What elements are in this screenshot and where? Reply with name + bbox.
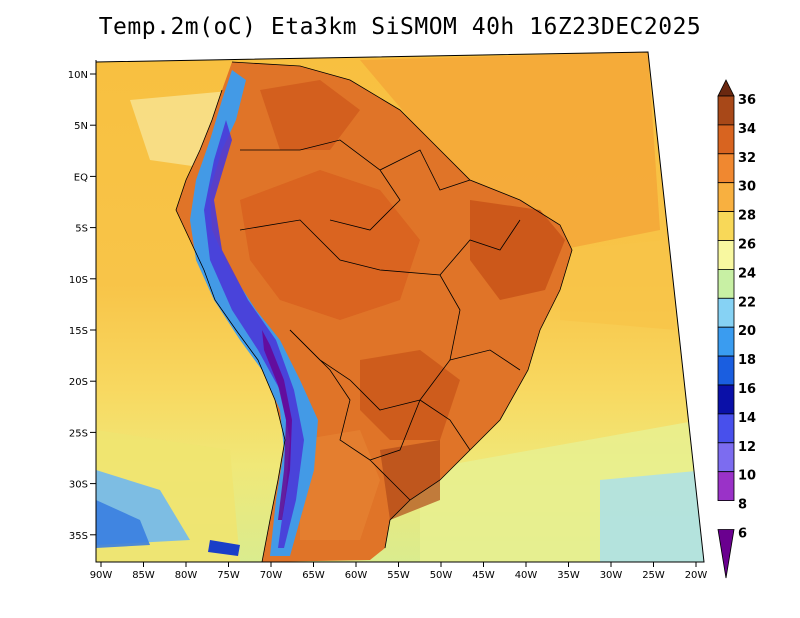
map-title: Temp.2m(oC) Eta3km SiSMOM 40h 16Z23DEC20… xyxy=(98,14,702,40)
colorbar-low-triangle xyxy=(717,529,735,579)
amazon-hot-zone xyxy=(240,170,420,320)
longitude-tick-label: 25W xyxy=(642,570,665,581)
latitude-tick-label: 5S xyxy=(75,224,88,235)
longitude-tick-label: 55W xyxy=(387,570,410,581)
latitude-tick-label: 10S xyxy=(69,275,88,286)
northeast-hot-zone xyxy=(470,200,565,300)
colorbar-label: 6 xyxy=(738,527,747,542)
colorbar-label: 28 xyxy=(738,209,756,224)
atlantic-mid-zone xyxy=(560,240,676,330)
colorbar-segment xyxy=(717,182,735,212)
longitude-tick-label: 75W xyxy=(217,570,240,581)
latitude-axis: 10N 5N EQ 5S 10S 15S 20S 25S 30S 35S xyxy=(68,70,96,542)
pacific-coldest-zone xyxy=(96,500,150,548)
north-hot-zone xyxy=(260,80,360,150)
colorbar-label: 34 xyxy=(738,122,756,137)
colorbar: 6 8 10 12 14 16 18 20 22 24 26 28 30 32 34 36 xyxy=(717,79,756,579)
colorbar-segment xyxy=(717,211,735,241)
latitude-tick-label: 5N xyxy=(74,121,88,132)
southern-tip-cold xyxy=(208,540,240,556)
colorbar-label: 16 xyxy=(738,382,756,397)
longitude-tick-label: 70W xyxy=(260,570,283,581)
colorbar-segment xyxy=(717,153,735,184)
colorbar-segment xyxy=(717,124,735,155)
latitude-tick-label: 10N xyxy=(68,70,88,81)
colorbar-segment xyxy=(717,355,735,386)
colorbar-label: 18 xyxy=(738,353,756,368)
longitude-tick-label: 40W xyxy=(515,570,538,581)
colorbar-label: 8 xyxy=(738,498,747,513)
colorbar-segment xyxy=(717,413,735,444)
colorbar-label: 26 xyxy=(738,238,756,253)
longitude-tick-label: 45W xyxy=(472,570,495,581)
latitude-tick-label: 30S xyxy=(69,480,88,491)
longitude-tick-label: 90W xyxy=(90,570,113,581)
longitude-tick-label: 65W xyxy=(302,570,325,581)
longitude-tick-label: 85W xyxy=(132,570,155,581)
colorbar-label: 20 xyxy=(738,324,756,339)
latitude-tick-label: 25S xyxy=(69,428,88,439)
colorbar-label: 10 xyxy=(738,469,756,484)
latitude-tick-label: 20S xyxy=(69,377,88,388)
latitude-tick-label: 15S xyxy=(69,326,88,337)
longitude-tick-label: 50W xyxy=(430,570,453,581)
latitude-tick-label: EQ xyxy=(74,172,88,183)
longitude-tick-label: 80W xyxy=(175,570,198,581)
colorbar-segment xyxy=(717,442,735,473)
country-borders xyxy=(175,61,573,562)
colorbar-segment xyxy=(717,240,735,270)
south-atlantic-cold xyxy=(600,470,704,562)
longitude-tick-label: 60W xyxy=(345,570,368,581)
argentina-warm-zone xyxy=(300,430,380,540)
latitude-tick-label: 35S xyxy=(69,531,88,542)
longitude-tick-label: 30W xyxy=(600,570,623,581)
map-field xyxy=(96,52,704,562)
south-brazil-zone xyxy=(380,440,440,520)
colorbar-label: 24 xyxy=(738,266,756,281)
colorbar-label: 30 xyxy=(738,180,756,195)
andes-peaks xyxy=(262,330,292,520)
colorbar-label: 14 xyxy=(738,411,756,426)
andes-coldest-strip xyxy=(204,120,304,548)
colorbar-segment xyxy=(717,384,735,415)
colorbar-segment xyxy=(717,326,735,357)
colorbar-segment xyxy=(717,297,735,328)
colorbar-label: 12 xyxy=(738,440,756,455)
central-hot-zone xyxy=(360,350,460,440)
colorbar-segment xyxy=(717,95,735,126)
atlantic-warm-zone xyxy=(360,52,660,250)
longitude-axis: 90W 85W 80W 75W 70W 65W 60W 55W 50W 45W 40W 35W 30W 2… xyxy=(90,562,708,581)
longitude-tick-label: 35W xyxy=(557,570,580,581)
colorbar-label: 36 xyxy=(738,93,756,108)
longitude-tick-label: 20W xyxy=(685,570,708,581)
colorbar-label: 32 xyxy=(738,151,756,166)
colorbar-high-triangle xyxy=(717,79,735,97)
colorbar-label: 22 xyxy=(738,295,756,310)
colorbar-segment xyxy=(717,471,735,502)
colorbar-segment xyxy=(717,268,735,299)
